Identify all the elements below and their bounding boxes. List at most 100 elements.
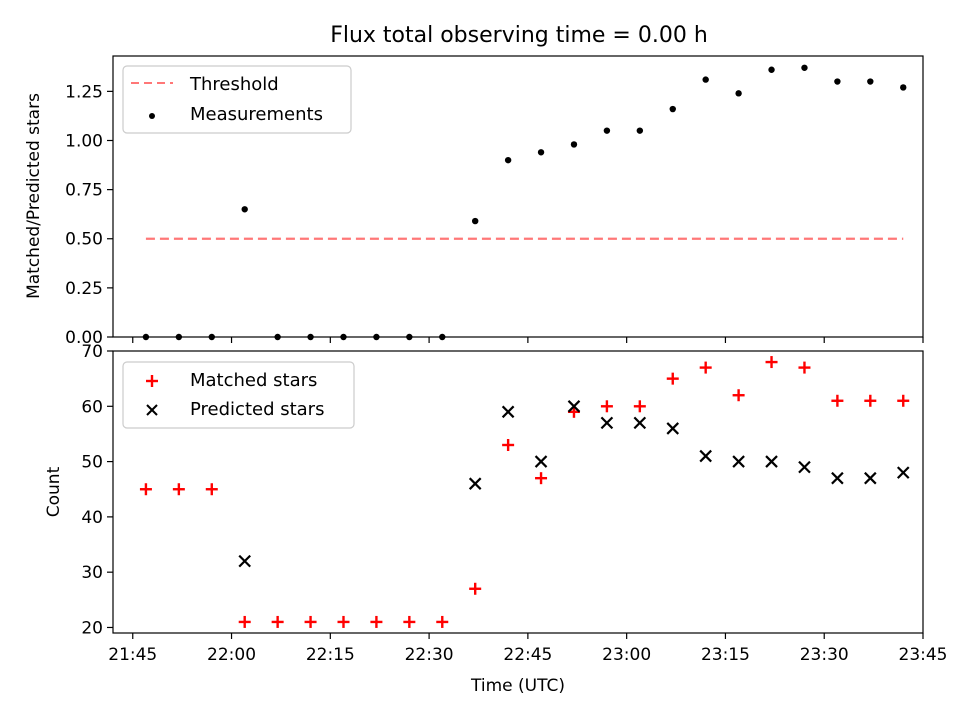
bottom-ytick-label: 50 <box>81 453 103 473</box>
measurement-point <box>735 90 742 97</box>
predicted-star-point <box>468 477 482 490</box>
measurement-point <box>900 84 907 91</box>
bottom-ylabel: Count <box>44 466 64 517</box>
top-ytick-label: 0.50 <box>65 230 103 250</box>
predicted-star-point <box>864 471 877 485</box>
measurement-point <box>867 78 874 85</box>
predicted-star-point <box>798 460 811 474</box>
bottom-xtick-label: 23:30 <box>800 645 849 665</box>
predicted-star-point <box>501 405 515 419</box>
matched-star-point <box>600 400 613 413</box>
predicted-star-point <box>666 422 680 435</box>
predicted-star-point <box>765 455 778 468</box>
matched-star-point <box>535 472 548 485</box>
matched-star-point <box>897 394 910 407</box>
matched-legend-label: Matched stars <box>190 370 317 391</box>
predicted-star-point <box>534 455 548 468</box>
predicted-star-point <box>831 471 844 485</box>
measurement-point <box>702 76 709 83</box>
predicted-star-point <box>699 449 712 463</box>
matched-star-point <box>337 615 350 628</box>
predicted-legend-label: Predicted stars <box>190 399 324 420</box>
bottom-legend-box <box>122 361 355 429</box>
measurement-point <box>142 333 150 341</box>
bottom-ytick-label: 40 <box>81 508 103 528</box>
matched-star-point <box>864 394 877 407</box>
matched-star-point <box>238 615 251 628</box>
predicted-legend-marker <box>146 404 158 416</box>
bottom-xtick-label: 22:00 <box>207 645 256 665</box>
predicted-star-point <box>896 466 910 479</box>
matched-star-point <box>205 483 218 496</box>
top-ytick-label: 0.00 <box>65 328 103 348</box>
bottom-ytick-label: 30 <box>81 563 103 583</box>
predicted-star-point <box>600 416 614 430</box>
measurement-point <box>208 333 215 341</box>
measurement-point <box>768 66 775 73</box>
bottom-axes: 20 30 40 50 60 70 21:45 22:00 22:15 22:30 22:45 23… <box>44 342 948 696</box>
bottom-ytick-label: 60 <box>81 397 103 417</box>
predicted-star-point <box>633 416 647 430</box>
bottom-xtick-label: 23:45 <box>899 645 948 665</box>
top-legend: Threshold Measurements <box>122 65 352 134</box>
bottom-xlabel: Time (UTC) <box>470 676 565 696</box>
bottom-xtick-label: 22:30 <box>405 645 454 665</box>
matched-star-point <box>831 394 844 407</box>
bottom-ytick-label: 70 <box>81 342 103 362</box>
measurement-point <box>801 64 808 71</box>
measurement-point <box>175 333 183 341</box>
predicted-star-point <box>567 400 581 413</box>
matched-star-point <box>798 361 811 374</box>
matched-star-point <box>139 483 152 496</box>
measurement-point <box>603 127 611 134</box>
measurements-legend-marker <box>149 113 155 119</box>
top-ytick-label: 1.00 <box>65 131 103 151</box>
threshold-legend-label: Threshold <box>189 74 279 95</box>
measurement-point <box>439 333 446 341</box>
measurement-point <box>537 149 545 156</box>
top-ytick-label: 0.75 <box>65 181 103 201</box>
bottom-xtick-label: 23:00 <box>602 645 651 665</box>
matched-star-point <box>370 615 383 628</box>
top-ytick-label: 1.25 <box>65 82 103 102</box>
predicted-star-point <box>732 455 745 468</box>
bottom-xtick-label: 23:15 <box>701 645 750 665</box>
bottom-xtick-label: 22:15 <box>306 645 355 665</box>
bottom-xtick-label: 21:45 <box>108 645 157 665</box>
matched-star-point <box>732 389 745 402</box>
measurement-point <box>570 141 578 148</box>
top-ylabel: Matched/Predicted stars <box>24 93 44 299</box>
measurement-point <box>373 333 380 341</box>
measurement-point <box>241 206 248 213</box>
matched-star-point <box>666 372 679 385</box>
bottom-legend: Matched stars Predicted stars <box>122 361 355 429</box>
matched-star-point <box>633 400 646 413</box>
bottom-ytick-label: 20 <box>81 618 103 638</box>
matched-star-point <box>502 439 515 451</box>
measurement-point <box>636 127 644 134</box>
matched-star-point <box>699 361 712 374</box>
measurement-point <box>669 105 676 113</box>
measurement-point <box>834 78 841 85</box>
matched-star-point <box>436 615 449 628</box>
matched-star-point <box>765 356 778 369</box>
measurement-point <box>307 333 314 341</box>
top-ytick-label: 0.25 <box>65 279 103 299</box>
top-axes: 0.00 0.25 0.50 0.75 1.00 1.25 Matched/Predict… <box>24 55 924 348</box>
matched-star-point <box>403 615 416 628</box>
measurement-point <box>340 333 347 341</box>
measurements-legend-label: Measurements <box>190 104 323 125</box>
measurement-point <box>406 333 413 341</box>
matched-legend-marker <box>146 375 158 387</box>
matched-star-point <box>271 615 284 628</box>
matched-star-point <box>469 582 482 595</box>
matched-star-point <box>304 615 317 628</box>
matched-star-point <box>172 483 185 496</box>
predicted-star-point <box>238 554 251 568</box>
measurement-point <box>274 333 281 341</box>
chart-title: Flux total observing time = 0.00 h <box>330 23 708 48</box>
measurement-point <box>471 217 479 225</box>
top-legend-box <box>122 65 352 134</box>
bottom-xtick-label: 22:45 <box>503 645 552 665</box>
